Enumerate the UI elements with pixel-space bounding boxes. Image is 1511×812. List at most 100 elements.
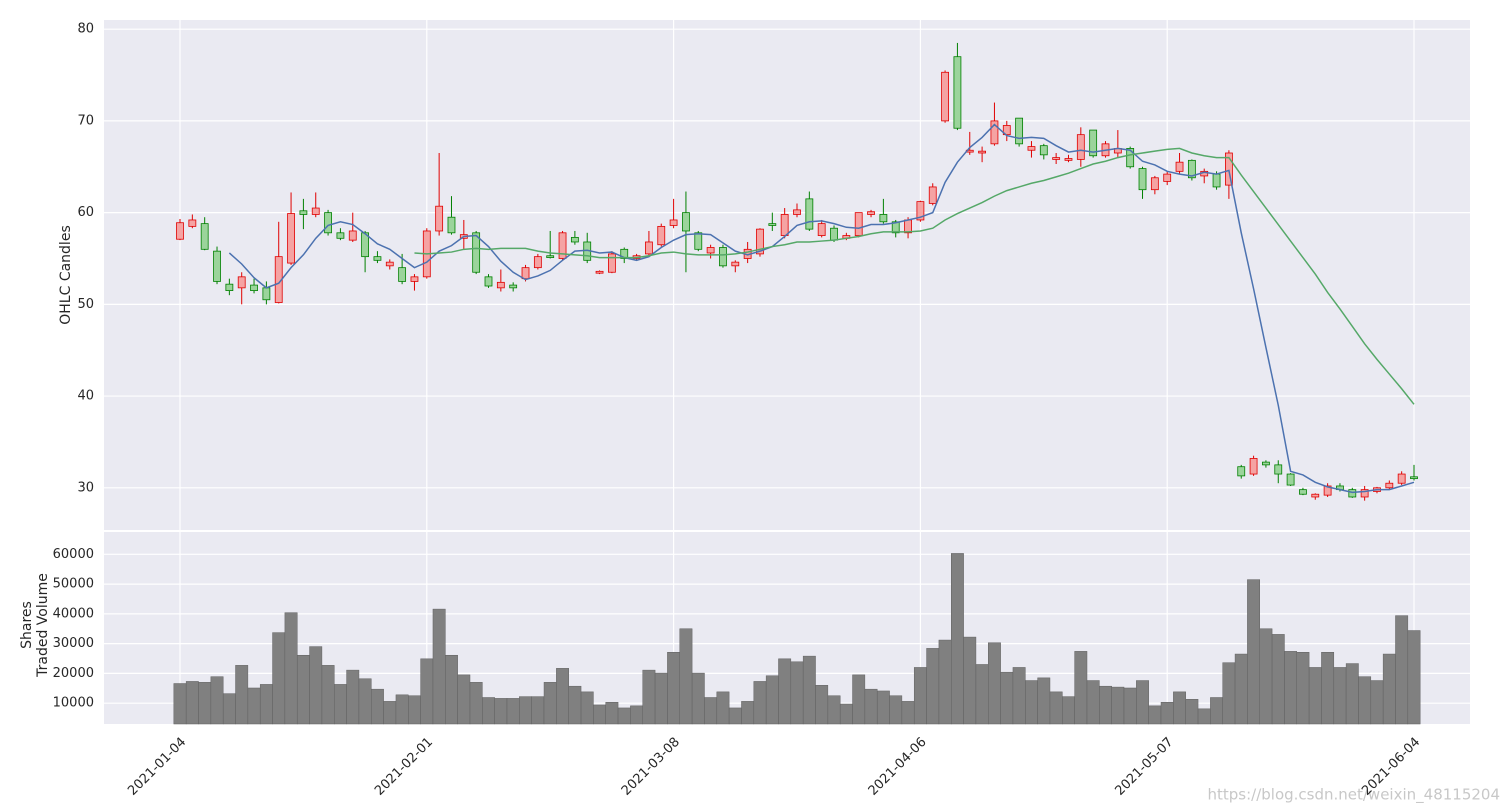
- candle-body: [509, 284, 518, 289]
- y-tick-label: 30: [77, 480, 94, 495]
- volume-bar: [1197, 708, 1211, 725]
- volume-bar: [235, 665, 249, 725]
- volume-bar: [272, 632, 286, 725]
- candle-body: [1323, 485, 1332, 496]
- volume-bar: [185, 681, 199, 725]
- candle-body: [1311, 493, 1320, 498]
- candle-body: [200, 223, 209, 250]
- volume-bar: [1049, 691, 1063, 725]
- volume-bar: [1000, 671, 1014, 725]
- candle-body: [311, 207, 320, 215]
- volume-bar: [1271, 634, 1285, 725]
- volume-bar: [1407, 630, 1421, 725]
- candle-body: [694, 232, 703, 250]
- volume-bar: [1333, 667, 1347, 725]
- candle-body: [213, 250, 221, 282]
- candle-body: [188, 219, 197, 227]
- moving-average-line: [414, 147, 1415, 405]
- volume-bar: [864, 688, 878, 725]
- candle-body: [928, 186, 937, 204]
- candle-body: [867, 211, 875, 215]
- volume-bar: [654, 672, 668, 725]
- volume-bar: [296, 654, 310, 725]
- volume-bar: [395, 694, 409, 725]
- volume-bar: [630, 705, 643, 725]
- volume-bar: [790, 661, 804, 725]
- candle-body: [1249, 458, 1258, 475]
- candle-body: [558, 232, 567, 259]
- volume-tick-label: 40000: [53, 606, 94, 621]
- candle-body: [941, 71, 949, 122]
- volume-bar: [1210, 697, 1223, 725]
- x-tick-label: 2021-01-04: [125, 735, 189, 799]
- volume-axis-label: Traded Volume: [35, 573, 51, 678]
- volume-bar: [617, 707, 631, 725]
- volume-bar: [531, 696, 545, 725]
- candle-body: [990, 120, 999, 145]
- candle-body: [891, 221, 900, 234]
- candle-body: [1052, 157, 1061, 160]
- volume-tick-label: 10000: [53, 696, 94, 711]
- volume-tick-label: 60000: [53, 547, 94, 562]
- candle-body: [1015, 117, 1024, 145]
- y-tick-label: 60: [77, 205, 94, 220]
- volume-bar: [839, 703, 853, 725]
- candle-body: [645, 241, 653, 255]
- candle-body: [250, 284, 258, 291]
- candle-body: [1089, 129, 1098, 157]
- candle-body: [324, 212, 332, 234]
- candle-body: [385, 261, 394, 267]
- volume-bar: [1111, 686, 1125, 725]
- candle-body: [373, 256, 382, 261]
- x-tick-label: 2021-04-06: [866, 735, 930, 799]
- candle-body: [1410, 476, 1418, 480]
- volume-bar: [519, 696, 532, 725]
- volume-bar: [691, 672, 705, 725]
- volume-bar: [383, 701, 397, 725]
- volume-bar: [506, 698, 520, 725]
- volume-bar: [963, 636, 977, 725]
- candle-body: [1348, 489, 1357, 498]
- candle-body: [521, 267, 530, 280]
- candle-body: [1064, 158, 1073, 161]
- candle-body: [731, 261, 740, 267]
- volume-bar: [482, 697, 495, 725]
- candle-body: [780, 214, 789, 236]
- y-tick-label: 80: [77, 22, 94, 37]
- candle-body: [1299, 489, 1307, 495]
- candle-body: [1274, 464, 1283, 475]
- volume-bar: [1086, 680, 1100, 725]
- candle-body: [682, 212, 690, 232]
- candle-body: [287, 213, 295, 264]
- volume-bar: [667, 652, 681, 725]
- y-axis-label: OHLC Candles: [58, 225, 74, 324]
- candle-body: [904, 219, 912, 234]
- volume-bar: [543, 682, 557, 725]
- volume-bar: [321, 665, 335, 725]
- candle-body: [595, 270, 604, 274]
- volume-tick-label: 50000: [53, 577, 94, 592]
- volume-bar: [1222, 662, 1236, 725]
- candle-body: [1385, 482, 1394, 489]
- volume-bar: [445, 654, 458, 725]
- candle-body: [1360, 489, 1369, 498]
- volume-bar: [1160, 702, 1174, 725]
- volume-bar: [432, 608, 446, 725]
- volume-bar: [1370, 680, 1384, 725]
- candle-body: [756, 228, 764, 255]
- x-tick-label: 2021-03-08: [619, 735, 683, 799]
- candle-body: [1163, 173, 1172, 182]
- candle-body: [953, 56, 962, 129]
- volume-bar: [334, 684, 347, 725]
- candle-body: [1076, 134, 1085, 160]
- volume-bar: [1321, 652, 1335, 725]
- volume-bar: [259, 684, 273, 725]
- candle-body: [830, 227, 838, 241]
- candle-body: [1212, 173, 1221, 188]
- volume-bar: [753, 681, 767, 725]
- candle-body: [1126, 148, 1135, 168]
- volume-bar: [1308, 667, 1322, 725]
- volume-bar: [802, 655, 816, 725]
- volume-bar: [1037, 677, 1051, 725]
